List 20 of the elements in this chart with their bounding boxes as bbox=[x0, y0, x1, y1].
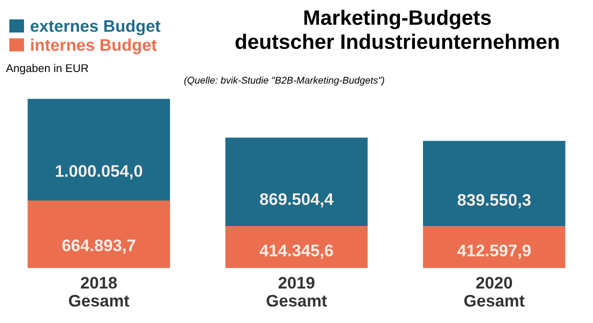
legend-label: externes Budget bbox=[30, 20, 160, 36]
data-label: 1.000.054,0 bbox=[56, 165, 142, 180]
data-label: 869.504,4 bbox=[260, 193, 334, 208]
text: (Quelle: bvik-Studie "B2B-Marketing-Budgets") bbox=[184, 76, 384, 86]
chart-title: Marketing-Budgets deutscher Industrieunternehmen bbox=[236, 10, 559, 50]
bar bbox=[423, 140, 566, 226]
legend-label: internes Budget bbox=[31, 38, 157, 54]
x-tick-label: 2020 Gesamt bbox=[464, 276, 525, 307]
text: Angaben in EUR bbox=[6, 64, 88, 74]
x-tick-label: 2019 Gesamt bbox=[266, 276, 327, 307]
bar bbox=[28, 98, 170, 201]
bar bbox=[423, 226, 566, 268]
data-label: 839.550,3 bbox=[458, 194, 531, 208]
x-tick-label: 2018 Gesamt bbox=[68, 276, 130, 307]
data-label: 412.597,9 bbox=[457, 244, 531, 259]
bar bbox=[28, 200, 170, 268]
bar bbox=[225, 226, 368, 268]
bar bbox=[225, 138, 368, 226]
data-label: 664.893,7 bbox=[62, 239, 136, 254]
data-label: 414.345,6 bbox=[260, 244, 333, 259]
